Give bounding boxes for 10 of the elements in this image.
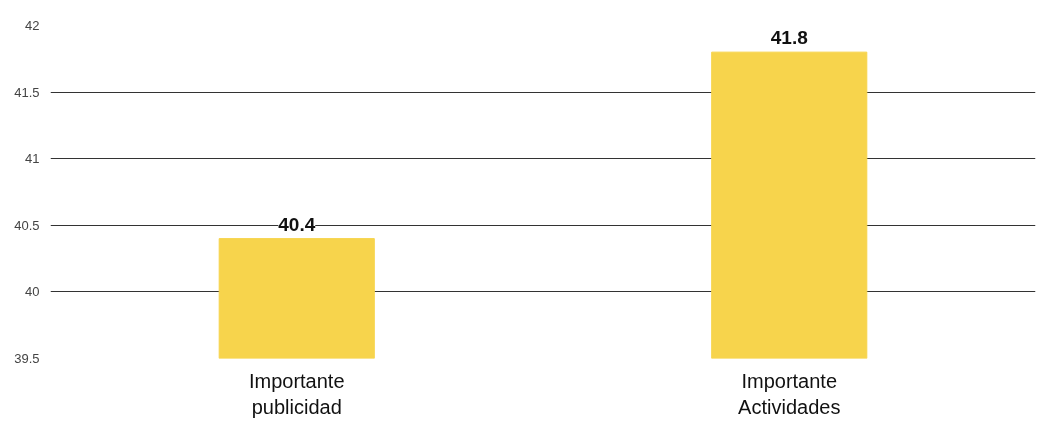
y-tick-label: 40 [25,284,40,300]
y-tick-label: 40.5 [14,217,40,233]
data-label: 40.4 [278,213,316,235]
x-tick-label: Importante publicidad [248,369,345,418]
y-tick-label: 41.5 [14,84,40,100]
x-tick-label: Importante Actividades [738,369,841,418]
data-label: 41.8 [770,27,808,49]
y-tick-label: 39.5 [14,351,40,366]
y-tick-label: 42 [25,18,40,33]
y-tick-label: 41 [25,151,40,167]
